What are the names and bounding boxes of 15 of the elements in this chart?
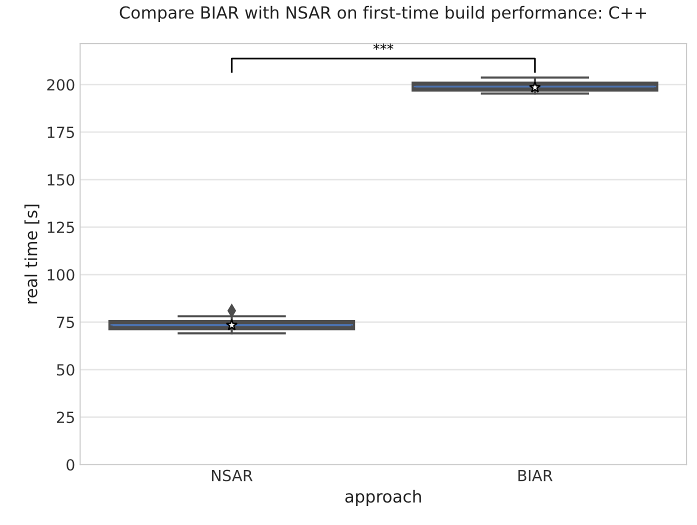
y-axis-title: real time [s] [24, 204, 40, 304]
chart-title: Compare BIAR with NSAR on first-time build performance: C++ [120, 6, 646, 22]
y-tick-label: 25 [56, 412, 74, 424]
y-tick-label: 150 [48, 174, 74, 186]
x-tick-label: BIAR [518, 470, 553, 482]
y-tick-label: 75 [57, 316, 74, 328]
y-tick-label: 0 [66, 459, 74, 471]
annotation: *** [373, 43, 394, 50]
y-tick-label: 175 [48, 126, 74, 138]
x-tick-label: NSAR [212, 470, 253, 482]
x-axis-title: approach [345, 490, 421, 506]
y-tick-label: 125 [48, 222, 74, 234]
y-tick-label: 50 [57, 364, 74, 376]
y-tick-label: 100 [48, 269, 74, 281]
y-tick-label: 200 [47, 79, 74, 91]
